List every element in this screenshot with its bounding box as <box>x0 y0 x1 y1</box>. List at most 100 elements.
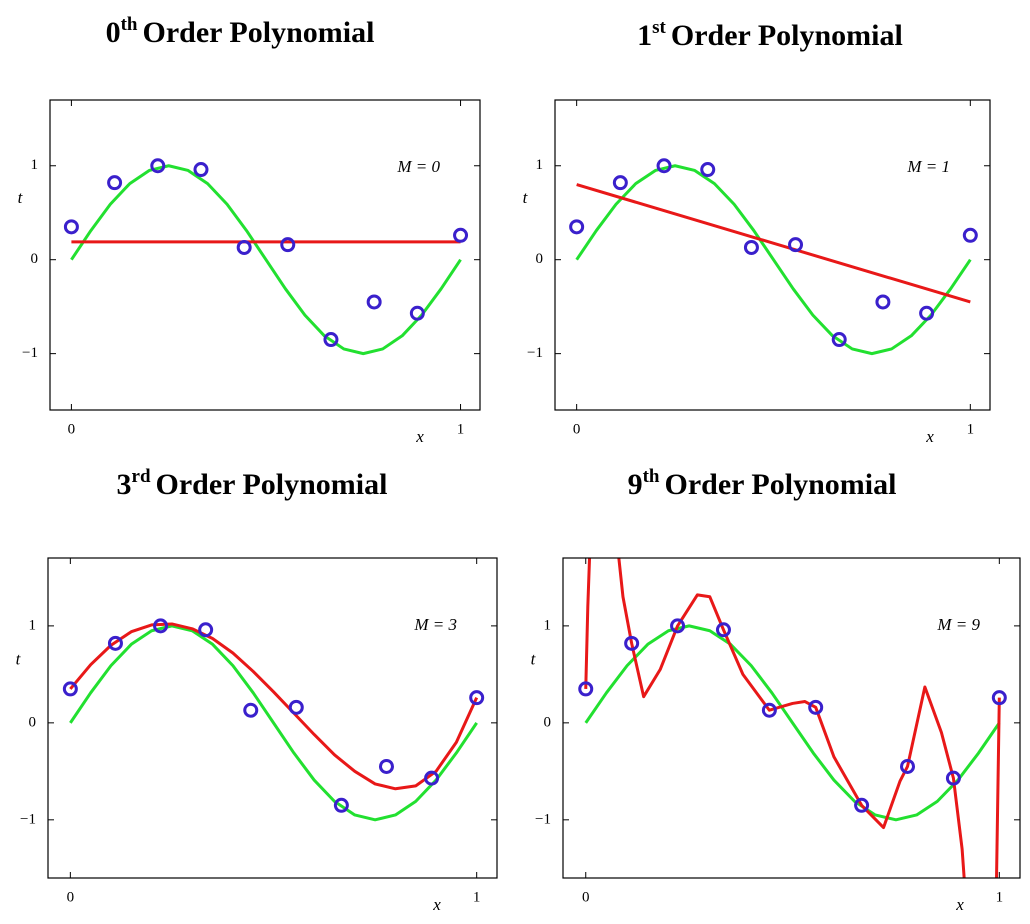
data-point <box>900 758 916 774</box>
panel: 3rd Order Polynomial 0 1 −1 0 1 x t M = 3 <box>16 466 498 914</box>
y-tick-label: 1 <box>29 617 37 633</box>
x-tick-label: 0 <box>67 889 75 905</box>
data-point <box>670 618 686 634</box>
y-tick-label: 0 <box>544 714 552 730</box>
curve <box>69 624 478 822</box>
chart-title: 0th Order Polynomial <box>106 14 375 49</box>
title-text: Order Polynomial <box>156 468 388 501</box>
data-point <box>424 770 440 786</box>
title-number: 1 <box>637 19 652 52</box>
title-suffix: rd <box>132 466 151 487</box>
data-point <box>991 690 1007 706</box>
y-axis-label: t <box>523 188 529 207</box>
x-tick-label: 0 <box>573 421 581 437</box>
title-number: 3 <box>117 468 132 501</box>
data-point <box>469 690 485 706</box>
data-point <box>854 797 870 813</box>
annotation: M = 3 <box>413 615 457 634</box>
y-tick-label: 0 <box>29 714 37 730</box>
data-point <box>578 681 594 697</box>
y-axis-label: t <box>18 188 24 207</box>
x-tick-label: 0 <box>68 421 76 437</box>
data-point <box>453 227 469 243</box>
title-number: 0 <box>106 16 121 49</box>
y-axis-label: t <box>531 649 537 668</box>
curve <box>70 164 462 356</box>
data-point <box>831 332 847 348</box>
curve <box>575 164 972 356</box>
title-suffix: th <box>643 466 660 487</box>
curve <box>576 183 971 304</box>
data-point <box>62 681 78 697</box>
curve <box>584 558 1001 878</box>
data-point <box>808 699 824 715</box>
x-axis-label: x <box>432 895 441 914</box>
title-text: Order Polynomial <box>142 16 374 49</box>
chart-title: 3rd Order Polynomial <box>117 466 388 501</box>
data-point <box>962 227 978 243</box>
y-tick-label: −1 <box>527 345 543 361</box>
data-point <box>945 770 961 786</box>
plot-frame <box>47 557 498 879</box>
data-point <box>323 332 339 348</box>
y-axis-label: t <box>16 649 22 668</box>
title-text: Order Polynomial <box>664 468 896 501</box>
data-point <box>715 622 731 638</box>
data-point <box>612 175 628 191</box>
data-point <box>107 175 123 191</box>
data-point <box>193 162 209 178</box>
plot-area <box>63 158 469 356</box>
y-tick-label: 1 <box>544 617 552 633</box>
curve <box>584 624 1001 822</box>
y-tick-label: 0 <box>31 251 39 267</box>
curve <box>69 622 479 791</box>
panel: 9th Order Polynomial 0 1 −1 0 1 x t M = 9 <box>531 466 1021 914</box>
data-point <box>409 305 425 321</box>
annotation: M = 0 <box>396 157 440 176</box>
plot-frame <box>562 557 1021 879</box>
plot-area <box>62 618 485 822</box>
x-axis-label: x <box>955 895 964 914</box>
title-text: Order Polynomial <box>671 19 903 52</box>
x-tick-label: 0 <box>582 889 590 905</box>
y-tick-label: 1 <box>536 157 544 173</box>
data-point <box>788 237 804 253</box>
data-point <box>150 158 166 174</box>
data-point <box>153 618 169 634</box>
annotation: M = 1 <box>906 157 950 176</box>
data-point <box>919 305 935 321</box>
x-axis-label: x <box>415 427 424 446</box>
annotation: M = 9 <box>936 615 980 634</box>
data-point <box>333 797 349 813</box>
data-point <box>700 162 716 178</box>
y-tick-label: −1 <box>20 811 36 827</box>
data-point <box>656 158 672 174</box>
plot-frame <box>554 99 991 411</box>
chart-title: 9th Order Polynomial <box>628 466 897 501</box>
data-point <box>569 219 585 235</box>
data-point <box>63 219 79 235</box>
y-tick-label: 0 <box>536 251 544 267</box>
data-point <box>743 239 759 255</box>
plot-area <box>569 158 978 356</box>
data-point <box>243 702 259 718</box>
data-point <box>288 699 304 715</box>
panel: 1st Order Polynomial 0 1 −1 0 1 x t M = 1 <box>523 17 991 446</box>
y-tick-label: 1 <box>31 157 39 173</box>
data-point <box>107 635 123 651</box>
data-point <box>280 237 296 253</box>
title-suffix: th <box>121 14 138 35</box>
plot-frame <box>49 99 481 411</box>
x-tick-label: 1 <box>473 889 481 905</box>
title-suffix: st <box>652 17 666 38</box>
data-point <box>378 758 394 774</box>
x-tick-label: 1 <box>457 421 465 437</box>
chart-title: 1st Order Polynomial <box>637 17 903 52</box>
x-tick-label: 1 <box>996 889 1004 905</box>
data-point <box>761 702 777 718</box>
data-point <box>236 239 252 255</box>
y-tick-label: −1 <box>535 811 551 827</box>
x-axis-label: x <box>925 427 934 446</box>
